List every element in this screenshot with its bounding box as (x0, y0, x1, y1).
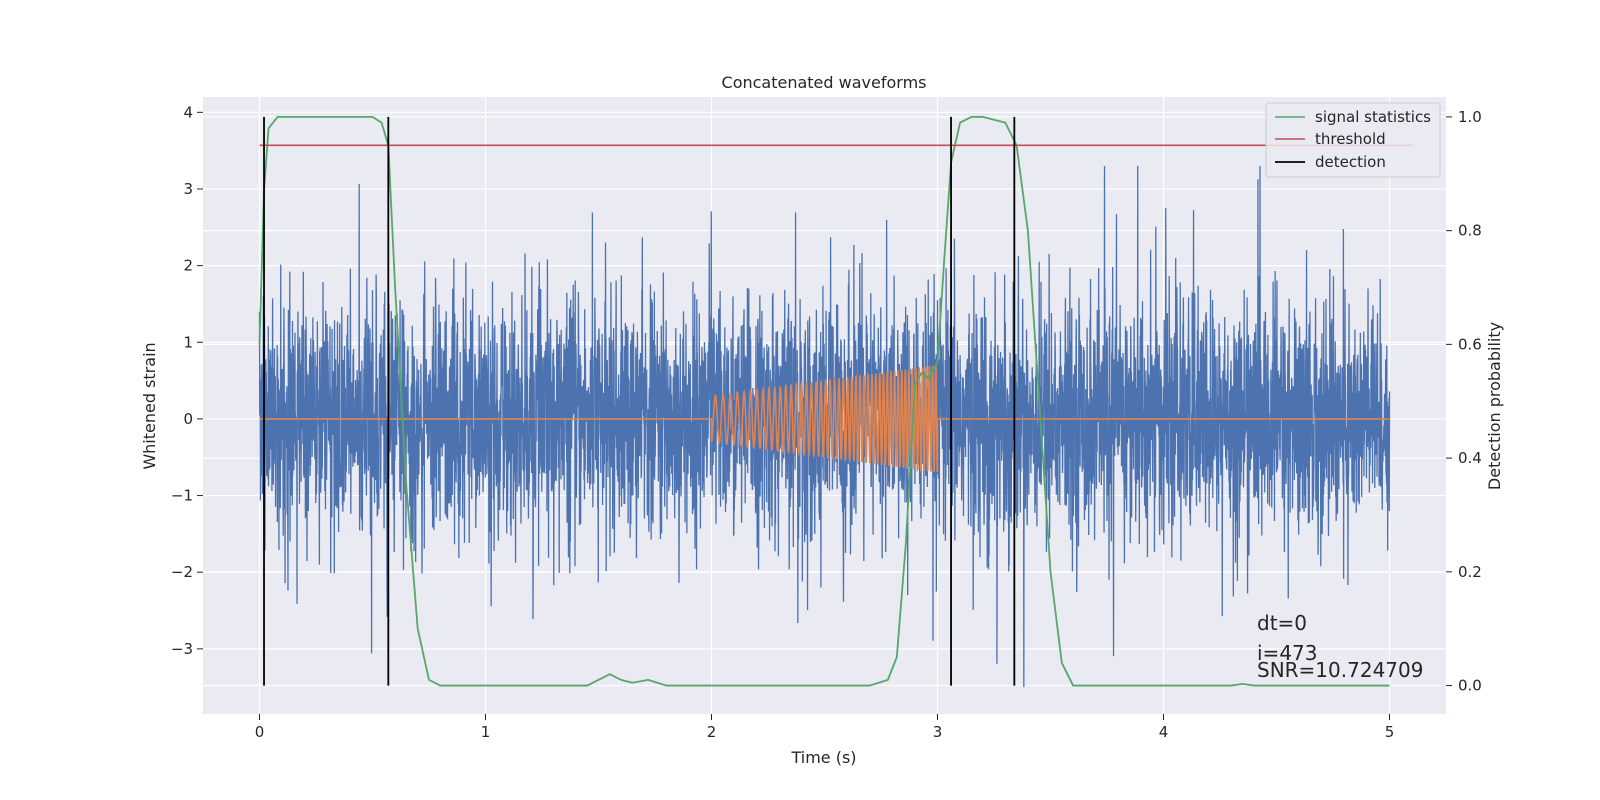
x-axis-label: Time (s) (790, 748, 856, 767)
chart-title: Concatenated waveforms (722, 73, 927, 92)
y-tick-label: 0 (183, 410, 193, 428)
x-tick-label: 0 (255, 723, 265, 741)
annotation-snr: SNR=10.724709 (1257, 658, 1423, 682)
legend-box (1265, 102, 1441, 178)
y-right-tick-label: 0.4 (1458, 449, 1482, 467)
series-layer (258, 116, 1413, 688)
y-right-tick-label: 0.6 (1458, 335, 1482, 353)
y-right-tick-label: 0.0 (1458, 677, 1482, 695)
x-tick-label: 4 (1159, 723, 1169, 741)
axis-ticks: 0 1 2 3 4 5 −3 −2 −1 0 1 2 3 4 0.0 0.2 0.4 0.6 0.8 1.0 (171, 103, 1482, 741)
legend: signal statistics threshold detection (1265, 102, 1441, 178)
y-axis-label: Whitened strain (140, 342, 159, 469)
y-tick-label: 3 (183, 180, 193, 198)
y-right-tick-label: 0.2 (1458, 563, 1482, 581)
x-tick-label: 1 (481, 723, 491, 741)
series-strain-line (258, 165, 1391, 688)
series-signal-statistics-line (258, 116, 1390, 687)
x-tick-label: 3 (933, 723, 943, 741)
legend-label-threshold: threshold (1315, 130, 1386, 148)
y-right-tick-label: 0.8 (1458, 222, 1482, 240)
y-right-tick-label: 1.0 (1458, 108, 1482, 126)
y-tick-label: −2 (171, 563, 193, 581)
legend-label-signal-statistics: signal statistics (1315, 108, 1431, 126)
x-tick-label: 2 (707, 723, 717, 741)
annotation-i: i=473 (1257, 641, 1318, 665)
y-tick-label: 1 (183, 333, 193, 351)
y-tick-label: −3 (171, 640, 193, 658)
series-chirp-line (259, 365, 1390, 473)
y-axis-right-label: Detection probability (1485, 322, 1504, 490)
annotation-dt: dt=0 (1257, 611, 1307, 635)
x-tick-label: 5 (1385, 723, 1395, 741)
legend-label-detection: detection (1315, 153, 1386, 171)
y-tick-label: −1 (171, 487, 193, 505)
y-tick-label: 4 (183, 103, 193, 121)
y-tick-label: 2 (183, 257, 193, 275)
